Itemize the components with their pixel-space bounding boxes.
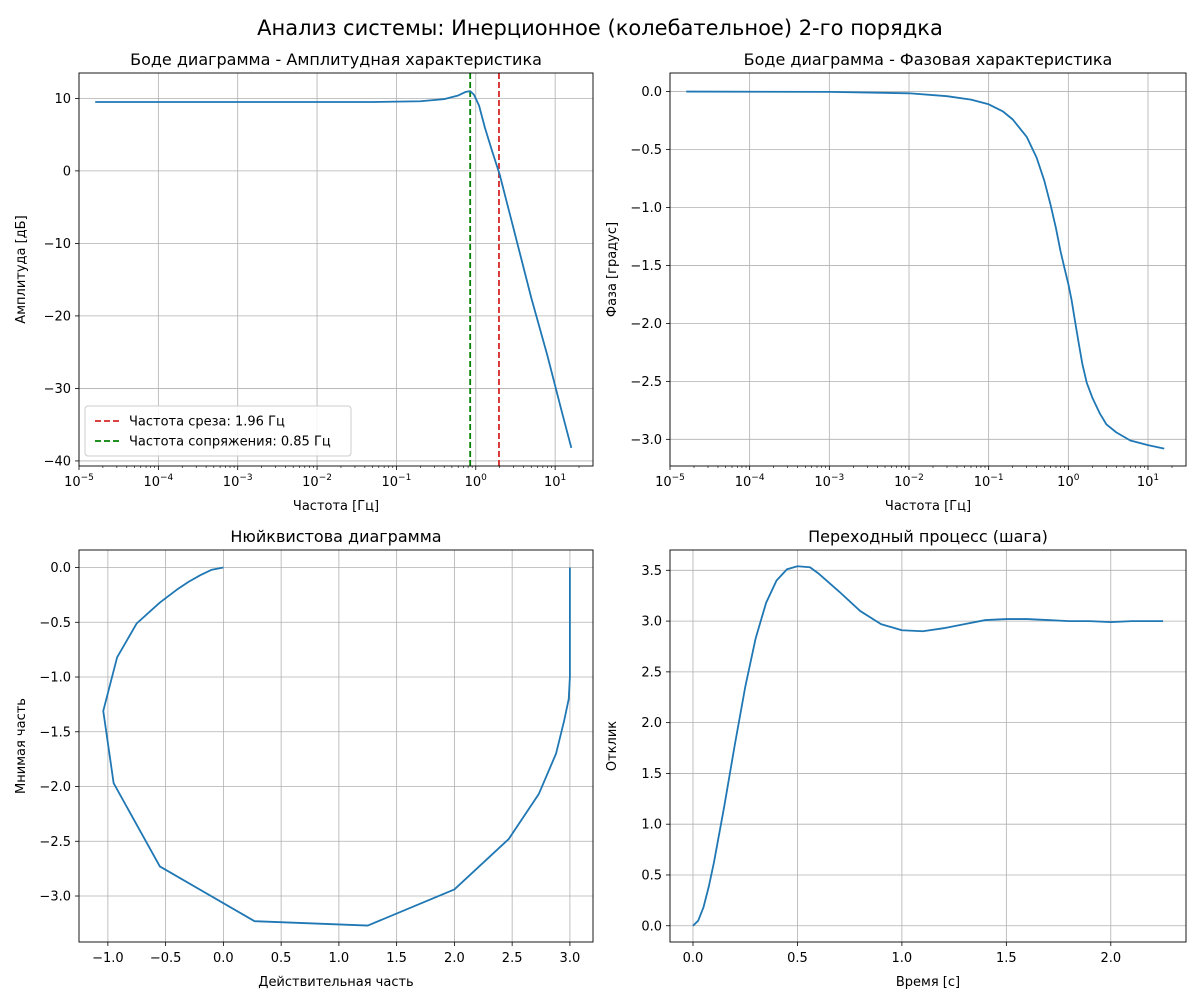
x-axis-label: Частота [Гц] [885,499,971,514]
x-tick-label: 100 [1057,473,1080,490]
y-tick-label: −2.5 [39,835,71,850]
y-tick-label: −2.5 [630,375,662,390]
x-tick-label: −0.5 [150,951,182,966]
y-tick-label: −0.5 [39,616,71,631]
series-line [102,566,571,927]
legend-entry: Частота сопряжения: 0.85 Гц [129,435,331,450]
y-tick-label: −3.0 [39,890,71,905]
x-tick-label: 10−2 [302,473,332,490]
y-tick-label: 10 [54,92,71,107]
axes-frame [78,549,594,943]
axes-frame [669,549,1187,943]
panel-title: Боде диаграмма - Фазовая характеристика [744,50,1113,69]
legend-box [84,405,352,457]
nyquist-panel: −1.0 −0.5 0.0 0.5 1.0 1.5 2.0 2.5 3.0 0.0 −0.5 −1.0… [14,527,594,990]
x-tick-label: 1.5 [386,951,407,966]
y-tick-label: −30 [44,382,71,397]
step-response-panel: 0.0 0.5 1.0 1.5 2.0 0.0 0.5 1.0 1.5 2.0 2.5 3.0 3.5 П… [605,527,1187,990]
x-tick-label: 10−3 [814,473,844,490]
x-tick-label: 1.0 [892,951,913,966]
y-tick-label: −2.0 [630,317,662,332]
y-tick-label: 0.0 [50,561,71,576]
panel-title: Переходный процесс (шага) [808,527,1048,546]
y-axis-label: Фаза [градус] [605,222,620,317]
y-tick-label: 0.0 [641,85,662,100]
y-tick-label: 3.0 [641,615,662,630]
panel-title: Нюйквистова диаграмма [230,527,441,546]
series-line [692,565,1164,927]
y-tick-label: 2.5 [641,665,662,680]
y-tick-label: −40 [44,454,71,469]
panel-title: Боде диаграмма - Амплитудная характерист… [130,50,542,69]
x-tick-label: 10−1 [974,473,1004,490]
y-tick-label: 1.5 [641,767,662,782]
y-tick-label: −0.5 [630,143,662,158]
x-tick-label: 101 [544,473,566,490]
x-tick-label: 2.5 [502,951,523,966]
axes-frame [669,72,1187,467]
x-tick-label: 10−1 [382,473,412,490]
y-tick-label: 0.5 [641,868,662,883]
x-tick-label: 10−4 [735,473,765,490]
x-tick-label: −1.0 [92,951,124,966]
axes-frame [78,72,594,467]
series-line [686,90,1165,450]
y-tick-label: −1.0 [39,671,71,686]
y-tick-label: −20 [44,309,71,324]
x-tick-label: 0.5 [271,951,292,966]
x-tick-label: 100 [465,473,488,490]
legend-entry: Частота среза: 1.96 Гц [129,415,285,430]
x-axis-label: Время [с] [896,975,960,990]
y-tick-label: 3.5 [641,564,662,579]
y-tick-label: −1.5 [39,725,71,740]
x-tick-label: 0.0 [213,951,234,966]
x-tick-label: 10−5 [655,473,685,490]
y-tick-label: −1.5 [630,259,662,274]
y-axis-label: Амплитуда [дБ] [14,215,29,323]
y-tick-label: −10 [44,237,71,252]
x-tick-label: 2.0 [1100,951,1121,966]
y-tick-label: 0 [63,164,71,179]
x-tick-label: 101 [1137,473,1159,490]
y-tick-label: 0.0 [641,919,662,934]
x-tick-label: 3.0 [560,951,581,966]
y-tick-label: −2.0 [39,780,71,795]
y-tick-label: 1.0 [641,818,662,833]
figure-title: Анализ системы: Инерционное (колебательн… [257,16,943,40]
x-tick-label: 10−3 [223,473,253,490]
x-tick-label: 0.5 [787,951,808,966]
series-line [95,90,573,449]
x-axis-label: Действительная часть [258,975,413,990]
x-tick-label: 0.0 [683,951,704,966]
y-tick-label: −1.0 [630,201,662,216]
y-axis-label: Отклик [605,721,620,771]
x-tick-label: 2.0 [444,951,465,966]
amplitude-bode-panel: 10−5 10−4 10−3 10−2 10−1 100 101100−10−20−30−4… [14,50,594,514]
phase-bode-panel: 10−5 10−4 10−3 10−2 10−1 100 101 0.0 −0.5 −1.0 −1.… [605,50,1187,514]
y-axis-label: Мнимая часть [14,698,29,794]
x-tick-label: 10−5 [64,473,94,490]
x-tick-label: 1.0 [329,951,350,966]
x-tick-label: 1.5 [996,951,1017,966]
x-tick-label: 10−2 [894,473,924,490]
y-tick-label: −3.0 [630,433,662,448]
x-axis-label: Частота [Гц] [293,499,379,514]
y-tick-label: 2.0 [641,716,662,731]
x-tick-label: 10−4 [143,473,173,490]
